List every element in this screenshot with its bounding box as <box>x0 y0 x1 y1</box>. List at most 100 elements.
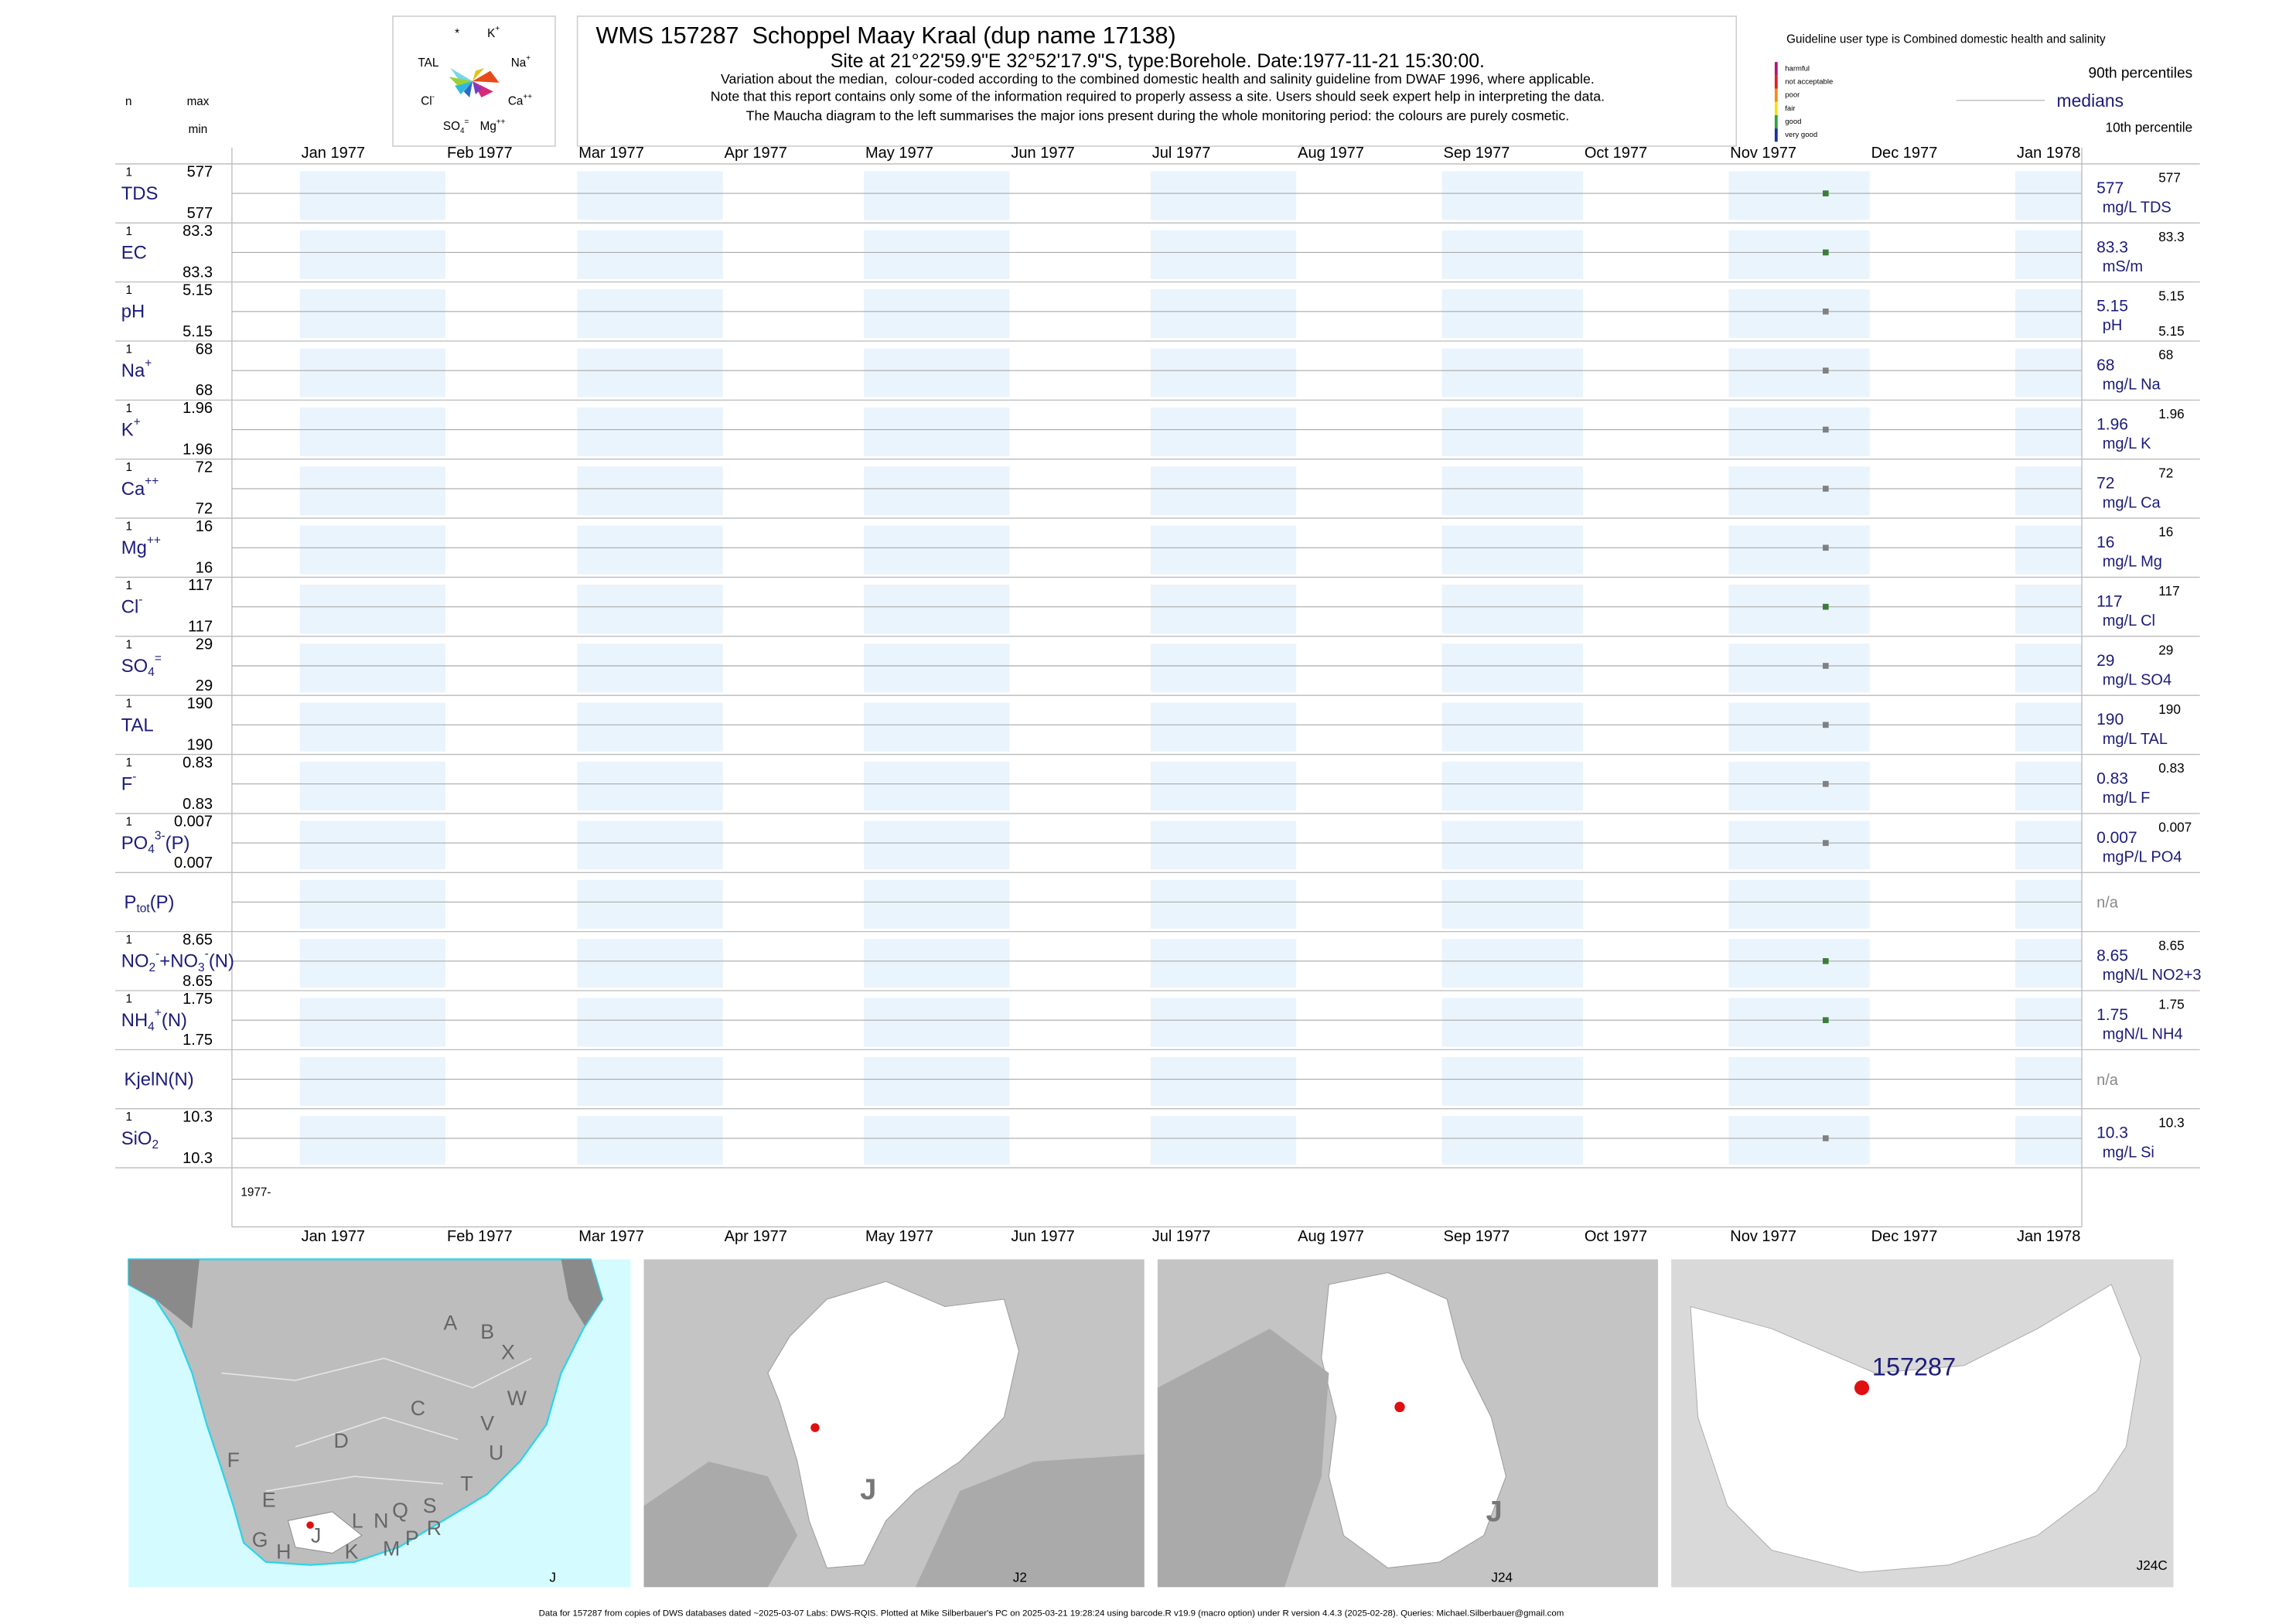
p90-value: 16 <box>2158 524 2173 540</box>
p90-value: 117 <box>2158 583 2179 599</box>
month-band <box>864 230 1010 279</box>
month-band <box>864 171 1010 220</box>
median-dot <box>1823 722 1829 728</box>
month-band <box>1150 939 1297 988</box>
legend-swatch <box>1774 88 1778 102</box>
median-value: 83.3 <box>2096 238 2128 256</box>
month-band <box>1728 289 1870 339</box>
label-part: F <box>121 774 133 795</box>
label-part: (N) <box>162 1010 187 1031</box>
row-label: SO4= <box>121 652 162 679</box>
month-band <box>299 1056 446 1106</box>
median-dot <box>1823 190 1829 196</box>
month-band <box>1150 1056 1297 1106</box>
month-band <box>2015 939 2082 988</box>
month-band <box>1441 525 1583 575</box>
month-band <box>577 348 723 397</box>
median-dot <box>1823 367 1829 374</box>
map-4 <box>1671 1259 2174 1588</box>
unit: mg/L Na <box>2103 377 2161 394</box>
row-label: SiO2 <box>121 1128 159 1151</box>
month-band <box>1728 525 1870 575</box>
region-label: C <box>411 1397 425 1420</box>
median-value: 72 <box>2096 475 2114 493</box>
label-part: SO <box>121 656 148 677</box>
month-band <box>1441 762 1583 811</box>
month-band <box>1441 1056 1583 1106</box>
month-band <box>864 762 1010 811</box>
label-part: Na <box>511 56 527 70</box>
median-dot <box>1823 840 1829 846</box>
p90-value: 1.75 <box>2158 997 2184 1012</box>
p90-value: 68 <box>2158 347 2173 363</box>
month-label: Oct 1977 <box>1585 145 1647 162</box>
max-value: 29 <box>196 636 213 653</box>
month-band <box>1728 762 1870 811</box>
month-band <box>299 939 446 988</box>
month-band <box>1441 939 1583 988</box>
month-band <box>577 821 723 870</box>
region-label: F <box>227 1448 240 1472</box>
region-label: P <box>405 1527 419 1550</box>
month-band <box>1150 998 1297 1047</box>
median-value: 1.75 <box>2096 1006 2128 1024</box>
month-band <box>299 879 446 929</box>
label-part: + <box>145 357 152 370</box>
month-label: Dec 1977 <box>1871 145 1938 162</box>
max-value: 1.75 <box>183 991 213 1008</box>
month-band <box>864 407 1010 456</box>
na-note: n/a <box>2096 895 2119 912</box>
month-band <box>2015 1056 2082 1106</box>
maucha-label: * <box>455 27 459 40</box>
legend-class: poor <box>1785 91 1800 100</box>
row-label: Ptot(P) <box>125 892 175 916</box>
p90-value: 29 <box>2158 642 2173 657</box>
label-part: 4 <box>460 126 465 135</box>
label-part: 2 <box>152 1138 159 1151</box>
max-value: 0.83 <box>183 754 213 771</box>
month-label: Sep 1977 <box>1444 145 1510 162</box>
maucha-label: K+ <box>487 25 500 40</box>
month-label: Feb 1977 <box>447 1228 513 1245</box>
unit: mgN/L NH4 <box>2103 1026 2183 1043</box>
label-part: Cl <box>421 95 432 108</box>
region-label: S <box>423 1494 437 1517</box>
min-value: 10.3 <box>183 1150 213 1167</box>
legend-swatch <box>1774 114 1778 129</box>
month-band <box>1728 821 1870 870</box>
month-label: Jan 1978 <box>2017 145 2080 162</box>
month-band <box>2015 821 2082 870</box>
label-part: pH <box>121 302 145 322</box>
region-label: T <box>460 1472 473 1496</box>
median-dot <box>1823 958 1829 964</box>
label-part: KjelN(N) <box>125 1070 194 1090</box>
month-band <box>1441 585 1583 633</box>
month-band <box>1728 939 1870 988</box>
month-label: Jan 1978 <box>2017 1228 2080 1245</box>
col-min: min <box>189 123 208 136</box>
month-label: Mar 1977 <box>578 145 644 162</box>
month-band <box>577 1116 723 1165</box>
min-value: 83.3 <box>183 264 213 281</box>
p10-value: 5.15 <box>2158 323 2184 339</box>
p90-value: 72 <box>2158 465 2173 480</box>
month-band <box>864 821 1010 870</box>
min-value: 72 <box>196 500 213 517</box>
region-label: K <box>345 1540 359 1563</box>
median-dot <box>1823 663 1829 669</box>
label-part: P <box>125 892 137 913</box>
month-label: Aug 1977 <box>1298 145 1364 162</box>
month-band <box>1728 585 1870 633</box>
legend-class: good <box>1785 118 1801 126</box>
label-part: SO <box>443 120 460 133</box>
legend-class: harmful <box>1785 64 1810 73</box>
unit: mg/L Ca <box>2103 494 2161 511</box>
map-1 <box>128 1258 631 1588</box>
month-band <box>1728 879 1870 929</box>
month-band <box>577 939 723 988</box>
unit: mg/L Mg <box>2103 554 2162 571</box>
month-band <box>577 1056 723 1106</box>
map-label: J24 <box>1491 1569 1513 1585</box>
month-band <box>864 1056 1010 1106</box>
label-part: Mg <box>480 120 496 133</box>
